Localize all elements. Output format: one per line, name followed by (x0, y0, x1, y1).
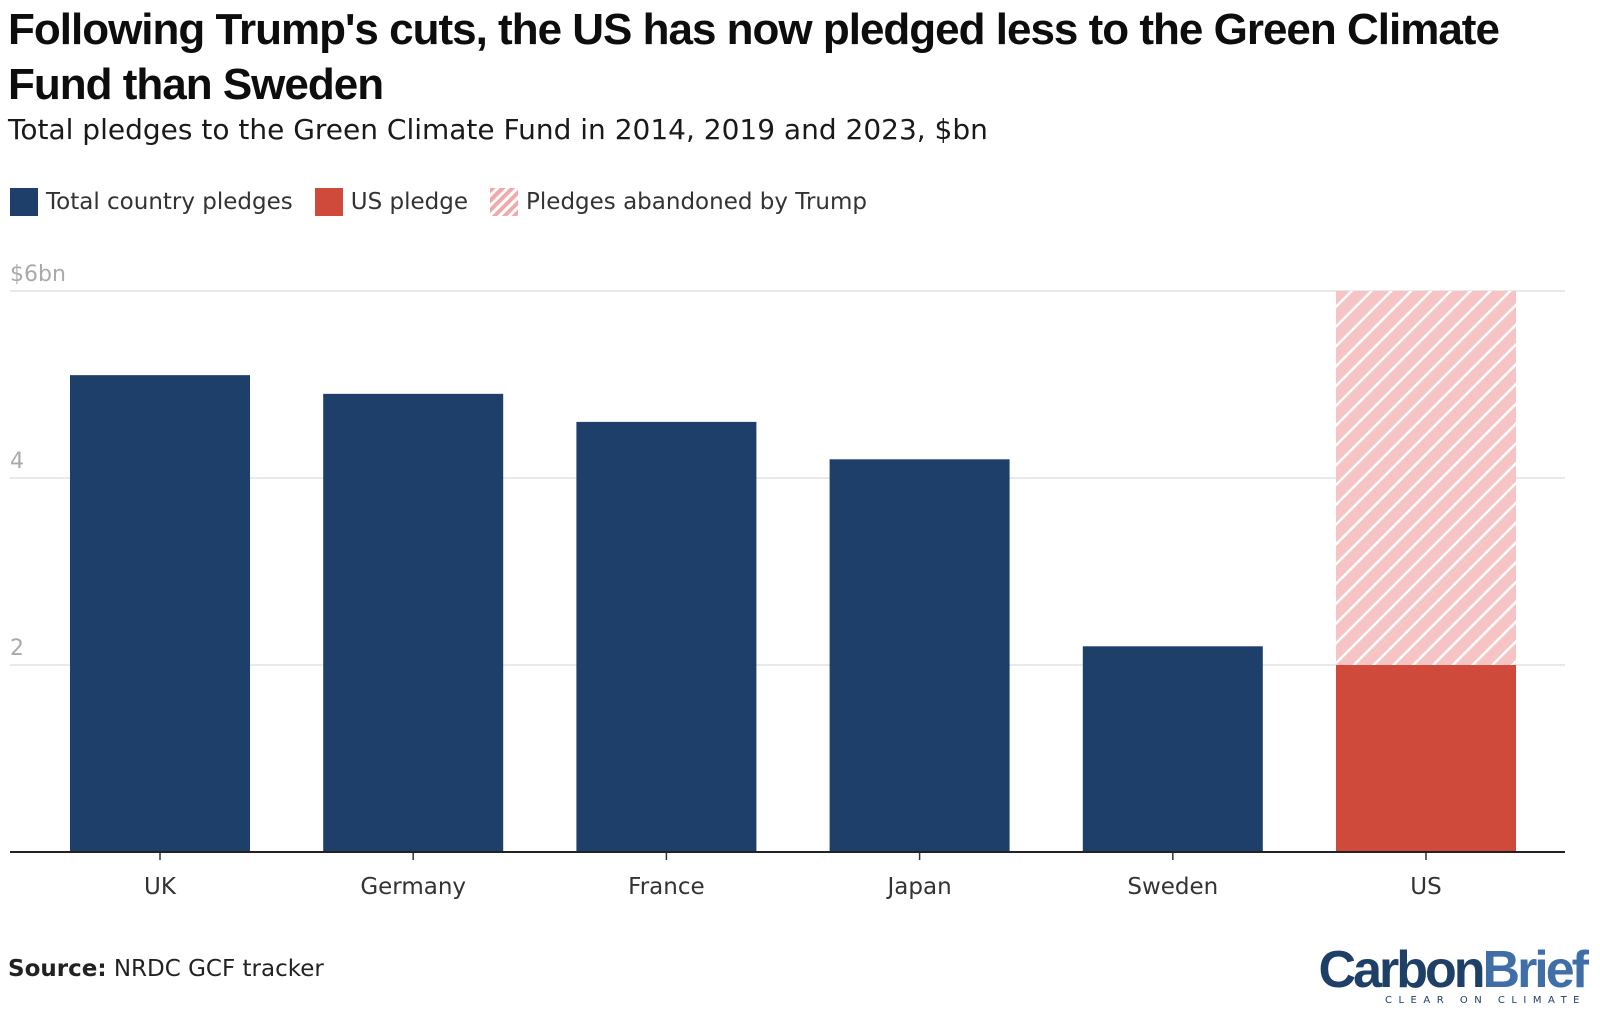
chart-title: Following Trump's cuts, the US has now p… (8, 5, 1500, 109)
logo-wordmark: CarbonBrief (1318, 941, 1589, 999)
bar-chart: $6bn 4 2 UK Germany France Japan Sweden US (10, 262, 1565, 900)
bar-us-pledges-abandoned-by-trump (1336, 291, 1516, 665)
legend-label-us-pledge: US pledge (350, 189, 469, 215)
source-text: NRDC GCF tracker (113, 956, 324, 982)
chart-subtitle: Total pledges to the Green Climate Fund … (8, 113, 988, 146)
legend-item-abandoned: Pledges abandoned by Trump (490, 188, 867, 216)
legend-swatch-us-pledge (314, 188, 343, 216)
logo-tagline: CLEAR ON CLIMATE (1385, 995, 1586, 1006)
y-tick-label: $6bn (10, 262, 66, 287)
y-tick-label: 2 (10, 636, 24, 661)
source-label: Source: (8, 956, 107, 982)
legend-swatch-total (10, 188, 38, 216)
legend-label-total: Total country pledges (46, 189, 293, 215)
x-tick-label: US (1410, 874, 1441, 900)
x-tick-label: UK (144, 874, 177, 900)
legend-label-abandoned: Pledges abandoned by Trump (526, 189, 867, 215)
x-tick-label: Sweden (1127, 874, 1218, 900)
x-tick-label: Germany (360, 874, 466, 900)
x-tick-label: France (628, 874, 704, 900)
bar-uk-total-country-pledges (70, 375, 250, 852)
bar-us-us-pledge (1336, 665, 1516, 852)
bar-germany-total-country-pledges (323, 393, 504, 852)
y-tick-label: 4 (10, 449, 24, 474)
bar-sweden-total-country-pledges (1082, 646, 1263, 852)
carbonbrief-logo: CarbonBrief CLEAR ON CLIMATE (1318, 941, 1589, 1006)
bar-france-total-country-pledges (576, 421, 757, 852)
legend-swatch-abandoned (490, 188, 519, 216)
source-note: Source: NRDC GCF tracker (8, 956, 324, 982)
bar-japan-total-country-pledges (829, 459, 1010, 852)
legend-item-total: Total country pledges (10, 188, 293, 216)
legend: Total country pledges US pledge Pledges … (10, 188, 889, 216)
legend-item-us-pledge: US pledge (314, 188, 469, 216)
x-tick-label: Japan (886, 874, 952, 900)
